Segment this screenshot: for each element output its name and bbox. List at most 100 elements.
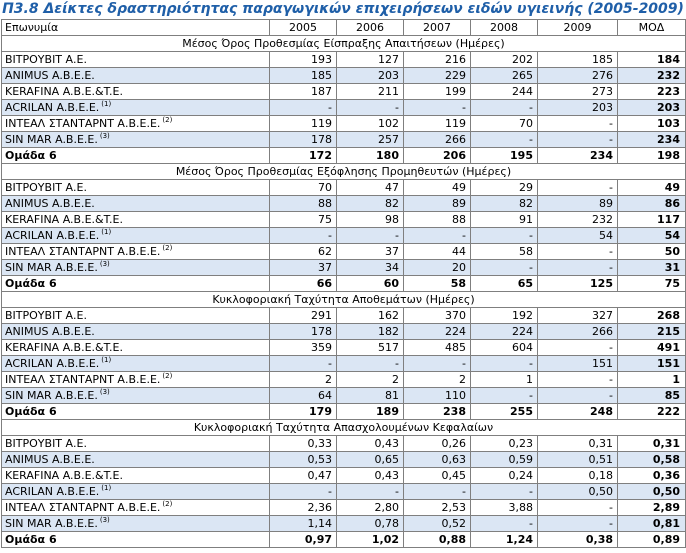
company-name: Ομάδα 6 (5, 277, 57, 290)
value-cell: 34 (336, 259, 404, 276)
section-title: Μέσος Όρος Προθεσμίας Εξόφλησης Προμηθευ… (1, 163, 686, 180)
company-name: Ομάδα 6 (5, 533, 57, 546)
value-cell: 0,45 (403, 467, 471, 484)
company-name-cell: ANIMUS A.B.E.E. (1, 451, 270, 468)
value-cell: 189 (336, 403, 404, 420)
value-cell: - (537, 115, 618, 132)
company-name: KERAFINA A.B.E.&T.E. (5, 469, 123, 482)
mod-cell: 0,50 (617, 483, 686, 500)
value-cell: 248 (537, 403, 618, 420)
value-cell: 0,38 (537, 531, 618, 548)
value-cell: 70 (269, 179, 337, 196)
header-year: 2009 (537, 19, 618, 36)
value-cell: 0,26 (403, 435, 471, 452)
table-row: ΒΙΤΡΟΥΒΙΤ Α.Ε. 70 47 49 29-49 (1, 179, 686, 196)
table-row: ANIMUS A.B.E.E. 0,53 0,65 0,63 0,59 0,51 0,58 (1, 451, 686, 468)
company-name: ΙΝΤΕΑΛ ΣΤΑΝΤΑΡΝΤ Α.Β.Ε.Ε. (5, 245, 161, 258)
value-cell: 125 (537, 275, 618, 292)
table-row: SIN MAR A.B.E.E. (3) 178 257 266- -234 (1, 131, 686, 148)
company-name-cell: KERAFINA A.B.E.&T.E. (1, 83, 270, 100)
company-name: ACRILAN A.B.E.E. (5, 357, 100, 370)
value-cell: 58 (403, 275, 471, 292)
mod-cell: 117 (617, 211, 686, 228)
section-header-row: Μέσος Όρος Προθεσμίας Εξόφλησης Προμηθευ… (1, 163, 686, 180)
mod-cell: 0,31 (617, 435, 686, 452)
company-name-cell: ΙΝΤΕΑΛ ΣΤΑΝΤΑΡΝΤ Α.Β.Ε.Ε. (2) (1, 243, 270, 260)
company-name: SIN MAR A.B.E.E. (5, 517, 98, 530)
value-cell: - (470, 515, 538, 532)
value-cell: 179 (269, 403, 337, 420)
value-cell: - (403, 483, 471, 500)
value-cell: 1,14 (269, 515, 337, 532)
footnote-marker: (2) (162, 116, 173, 124)
value-cell: - (336, 227, 404, 244)
value-cell: - (403, 355, 471, 372)
value-cell: 47 (336, 179, 404, 196)
group-total-row: Ομάδα 6 172 180 206 195 234 198 (1, 147, 686, 164)
table-row: ACRILAN A.B.E.E. (1) - - - -203 203 (1, 99, 686, 116)
value-cell: 0,31 (537, 435, 618, 452)
value-cell: 517 (336, 339, 404, 356)
value-cell: 119 (403, 115, 471, 132)
value-cell: 216 (403, 51, 471, 68)
footnote-marker: (1) (101, 100, 112, 108)
value-cell: - (537, 499, 618, 516)
value-cell: - (537, 339, 618, 356)
company-name: ANIMUS A.B.E.E. (5, 325, 95, 338)
value-cell: 370 (403, 307, 471, 324)
company-name: KERAFINA A.B.E.&T.E. (5, 85, 123, 98)
company-name: ΒΙΤΡΟΥΒΙΤ Α.Ε. (5, 309, 87, 322)
footnote-marker: (1) (101, 484, 112, 492)
table-row: ANIMUS A.B.E.E. 185 203 229 265 276 232 (1, 67, 686, 84)
value-cell: - (537, 387, 618, 404)
value-cell: 3,88 (470, 499, 538, 516)
mod-cell: 0,36 (617, 467, 686, 484)
value-cell: 1,02 (336, 531, 404, 548)
table-row: SIN MAR A.B.E.E. (3) 1,14 0,78 0,52- -0,81 (1, 515, 686, 532)
value-cell: 60 (336, 275, 404, 292)
value-cell: 255 (470, 403, 538, 420)
footnote-marker: (3) (99, 388, 110, 396)
company-name: ΒΙΤΡΟΥΒΙΤ Α.Ε. (5, 181, 87, 194)
company-name: ACRILAN A.B.E.E. (5, 485, 100, 498)
value-cell: 58 (470, 243, 538, 260)
value-cell: 151 (537, 355, 618, 372)
company-name-cell: SIN MAR A.B.E.E. (3) (1, 131, 270, 148)
mod-cell: 198 (617, 147, 686, 164)
value-cell: - (403, 227, 471, 244)
mod-cell: 0,58 (617, 451, 686, 468)
value-cell: 232 (537, 211, 618, 228)
mod-cell: 2,89 (617, 499, 686, 516)
group-total-row: Ομάδα 6 179 189 238 255 248 222 (1, 403, 686, 420)
table-row: SIN MAR A.B.E.E. (3) 37 34 20- -31 (1, 259, 686, 276)
section-title: Μέσος Όρος Προθεσμίας Είσπραξης Απαιτήσε… (1, 35, 686, 52)
value-cell: 91 (470, 211, 538, 228)
mod-cell: 0,89 (617, 531, 686, 548)
mod-cell: 1 (617, 371, 686, 388)
footnote-marker: (3) (99, 132, 110, 140)
value-cell: - (403, 99, 471, 116)
value-cell: 88 (269, 195, 337, 212)
table-row: KERAFINA A.B.E.&T.E. 187 211 199 244 273 223 (1, 83, 686, 100)
value-cell: 0,33 (269, 435, 337, 452)
value-cell: 266 (403, 131, 471, 148)
value-cell: - (470, 131, 538, 148)
company-name: ANIMUS A.B.E.E. (5, 453, 95, 466)
value-cell: 257 (336, 131, 404, 148)
value-cell: 359 (269, 339, 337, 356)
section-header-row: Κυκλοφοριακή Ταχύτητα Αποθεμάτων (Ημέρες… (1, 291, 686, 308)
mod-cell: 491 (617, 339, 686, 356)
value-cell: - (537, 371, 618, 388)
header-row: Επωνυμία 2005 2006 2007 2008 2009 ΜΟΔ (1, 19, 686, 36)
value-cell: 193 (269, 51, 337, 68)
company-name-cell: ΒΙΤΡΟΥΒΙΤ Α.Ε. (1, 51, 270, 68)
value-cell: - (537, 515, 618, 532)
value-cell: 234 (537, 147, 618, 164)
table-row: ΙΝΤΕΑΛ ΣΤΑΝΤΑΡΝΤ Α.Β.Ε.Ε. (2) 2,36 2,80 2,53… (1, 499, 686, 516)
value-cell: - (336, 355, 404, 372)
mod-cell: 234 (617, 131, 686, 148)
mod-cell: 184 (617, 51, 686, 68)
value-cell: 0,18 (537, 467, 618, 484)
value-cell: 224 (470, 323, 538, 340)
value-cell: 0,50 (537, 483, 618, 500)
